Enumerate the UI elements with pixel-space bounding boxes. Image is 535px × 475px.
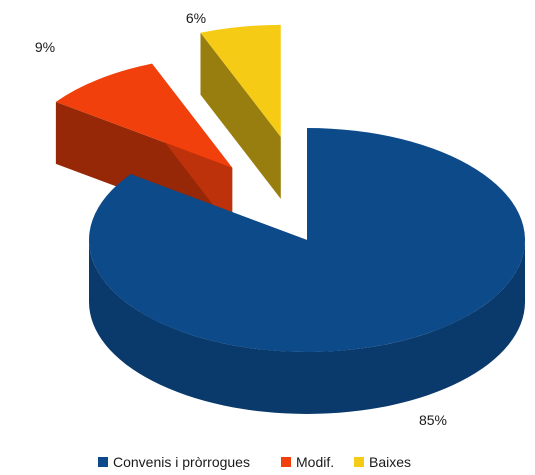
legend-label-baixes: Baixes bbox=[369, 454, 411, 470]
legend-label-modif: Modif. bbox=[296, 454, 334, 470]
data-label-convenis: 85% bbox=[419, 412, 447, 428]
legend-swatch-baixes bbox=[354, 457, 364, 467]
pie-slice-baixes bbox=[200, 24, 281, 137]
data-label-modif: 9% bbox=[35, 39, 55, 55]
pie-slice-modif bbox=[55, 63, 233, 168]
legend-label-convenis: Convenis i pròrrogues bbox=[113, 454, 250, 470]
legend: Convenis i pròrrogues Modif. Baixes bbox=[98, 454, 411, 470]
legend-swatch-convenis bbox=[98, 457, 108, 467]
data-label-baixes: 6% bbox=[186, 10, 206, 26]
pie-wall-baixes-start bbox=[200, 32, 281, 199]
legend-swatch-modif bbox=[281, 457, 291, 467]
pie-slice-convenis bbox=[88, 128, 526, 352]
pie-rim-convenis bbox=[89, 240, 525, 414]
